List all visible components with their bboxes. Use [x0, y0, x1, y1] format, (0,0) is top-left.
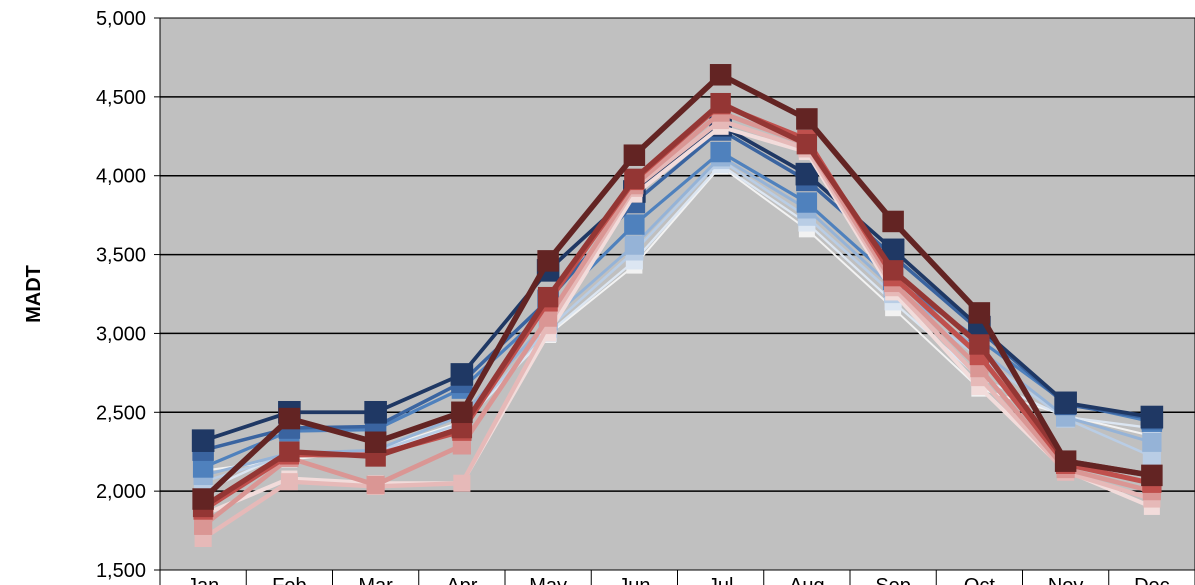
series-line: [201, 110, 1153, 528]
data-point: [191, 429, 215, 452]
data-point: [796, 108, 818, 130]
y-tick-label: 4,500: [96, 87, 146, 109]
data-point: [710, 92, 731, 114]
data-point: [1141, 464, 1163, 487]
series-13: [192, 64, 1163, 510]
data-point: [278, 407, 301, 430]
x-tick-label: Aug: [789, 575, 825, 585]
x-tick-label: Jan: [187, 575, 219, 585]
data-point: [364, 431, 387, 454]
data-point: [366, 475, 385, 494]
y-tick-label: 2,500: [96, 402, 146, 424]
x-tick-label: Jun: [618, 575, 650, 585]
data-point: [881, 238, 905, 262]
series-line: [202, 150, 1153, 469]
data-point: [624, 235, 645, 255]
data-point: [453, 474, 471, 492]
x-tick-label: Nov: [1048, 575, 1084, 585]
y-tick-label: 3,000: [96, 323, 146, 345]
data-point: [968, 302, 991, 324]
data-point: [364, 400, 387, 424]
x-tick-label: Feb: [272, 575, 306, 585]
data-point: [796, 192, 818, 213]
data-point: [279, 441, 300, 462]
data-point: [796, 133, 818, 155]
x-tick-label: Oct: [964, 575, 996, 585]
data-point: [1054, 450, 1077, 472]
x-tick-label: Mar: [358, 575, 393, 585]
x-axis: Jan Feb Mar Apr May Jun Jul Aug Sep Oct Nov Dec: [159, 569, 1195, 585]
data-point: [882, 260, 904, 281]
series-line: [201, 100, 1153, 510]
y-axis: 1,500 2,000 2,500 3,000 3,500 4,000 4,500 5,000: [96, 8, 161, 582]
data-point: [192, 488, 214, 510]
data-point: [537, 250, 559, 272]
plot-area: [159, 17, 1195, 571]
x-tick-label: Apr: [446, 575, 477, 585]
x-tick-label: Sep: [875, 575, 911, 585]
data-point: [969, 334, 990, 355]
y-tick-label: 2,000: [96, 481, 146, 503]
y-axis-label: MADT: [23, 265, 45, 323]
data-point: [1142, 432, 1162, 452]
data-point: [1054, 391, 1077, 415]
y-tick-label: 5,000: [96, 8, 146, 30]
data-point: [451, 401, 473, 424]
data-point: [624, 168, 645, 190]
x-tick-label: Jul: [708, 575, 734, 585]
data-point: [795, 162, 819, 186]
data-point: [280, 473, 298, 491]
series-line: [201, 118, 1153, 541]
series-line: [201, 71, 1153, 502]
x-tick-label: May: [529, 575, 567, 585]
data-point: [194, 516, 213, 535]
y-tick-label: 1,500: [96, 560, 146, 582]
data-point: [624, 214, 645, 235]
data-point: [192, 457, 214, 478]
y-tick-label: 4,000: [96, 166, 146, 188]
series-group: [191, 64, 1164, 548]
y-tick-label: 3,500: [96, 245, 146, 267]
data-point: [537, 286, 559, 308]
data-point: [450, 363, 474, 386]
data-point: [1140, 405, 1164, 429]
data-point: [710, 141, 731, 163]
data-point: [709, 64, 732, 86]
x-tick-label: Dec: [1134, 575, 1170, 585]
data-point: [882, 210, 904, 233]
data-point: [623, 144, 646, 166]
